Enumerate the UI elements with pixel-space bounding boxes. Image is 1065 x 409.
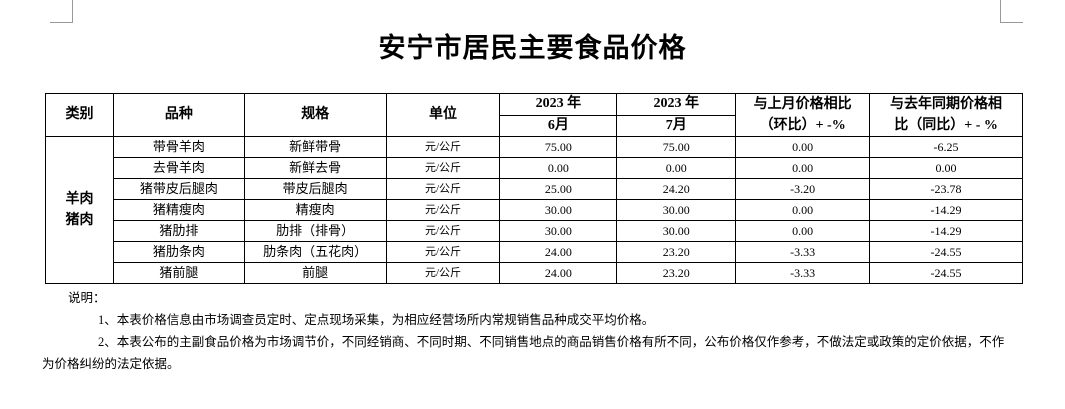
table-cell: 精瘦肉 <box>243 199 387 221</box>
header-cell: 2023 年 <box>499 93 618 116</box>
table-cell: 猪前腿 <box>112 262 245 284</box>
table-cell: 24.20 <box>616 178 737 200</box>
table-cell: 0.00 <box>869 157 1023 179</box>
table-cell: 元/公斤 <box>385 136 501 158</box>
header-cell: 品种 <box>112 93 245 137</box>
corner-mark <box>50 0 73 23</box>
table-cell: 新鲜带骨 <box>243 136 387 158</box>
table-cell: 30.00 <box>616 220 737 242</box>
table-cell: -24.55 <box>869 241 1023 263</box>
table-row: 羊肉 猪肉 带骨羊肉 新鲜带骨 元/公斤 75.00 75.00 0.00 -6.25 <box>45 136 1023 284</box>
table-cell: -23.78 <box>869 178 1023 200</box>
corner-mark <box>1000 0 1023 23</box>
header-line: 与去年同期价格相 <box>890 97 1003 112</box>
table-cell: -24.55 <box>869 262 1023 284</box>
table-cell: 去骨羊肉 <box>112 157 245 179</box>
table-cell: 肋条肉（五花肉） <box>243 241 387 263</box>
table-row: 猪精瘦肉 精瘦肉 元/公斤 30.00 30.00 0.00 -14.29 <box>46 199 1023 221</box>
header-cell: 规格 <box>243 93 387 137</box>
title: 安宁市居民主要食品价格 <box>378 33 687 63</box>
table-cell: 元/公斤 <box>385 157 501 179</box>
table-row: 猪前腿 前腿 元/公斤 24.00 23.20 -3.33 -24.55 <box>46 262 1023 284</box>
table-cell: 元/公斤 <box>385 220 501 242</box>
note: 2、本表公布的主副食品价格为市场调节价，不同经销商、不同时期、不同销售地点的商品… <box>42 335 1005 371</box>
table-cell: 猪精瘦肉 <box>112 199 245 221</box>
category-cell: 羊肉 猪肉 <box>45 136 114 284</box>
header-cell: 与去年同期价格相 比（同比）+ - % <box>869 93 1023 137</box>
table-cell: 猪肋条肉 <box>112 241 245 263</box>
table-cell: 75.00 <box>616 136 737 158</box>
table-row: 猪肋排 肋排（排骨） 元/公斤 30.00 30.00 0.00 -14.29 <box>46 220 1023 242</box>
table-cell: 0.00 <box>735 199 871 221</box>
table-cell: -14.29 <box>869 199 1023 221</box>
table-cell: 0.00 <box>616 157 737 179</box>
price-table: 类别 品种 规格 单位 2023 年 2023 年 与上月价格相比 （环比）+ -… <box>45 93 1023 284</box>
table-cell: 猪肋排 <box>112 220 245 242</box>
header-cell: 单位 <box>385 93 501 137</box>
table-cell: 30.00 <box>499 199 618 221</box>
table-cell: 元/公斤 <box>385 241 501 263</box>
table-cell: 带骨羊肉 <box>112 136 245 158</box>
header-row: 类别 品种 规格 单位 2023 年 2023 年 与上月价格相比 （环比）+ -… <box>45 93 1023 137</box>
table-cell: 75.00 <box>499 136 618 158</box>
table-cell: 30.00 <box>499 220 618 242</box>
table-cell: 0.00 <box>499 157 618 179</box>
table-cell: 元/公斤 <box>385 199 501 221</box>
header-cell: 2023 年 <box>616 93 737 116</box>
table-cell: 元/公斤 <box>385 178 501 200</box>
note: 1、本表价格信息由市场调查员定时、定点现场采集，为相应经营场所内常规销售品种成交… <box>98 313 655 327</box>
category-line: 羊肉 <box>65 192 94 207</box>
header-line: （环比）+ -% <box>759 118 846 133</box>
category-line: 猪肉 <box>65 213 94 228</box>
table-cell: 24.00 <box>499 241 618 263</box>
header-cell: 与上月价格相比 （环比）+ -% <box>735 93 871 137</box>
table-row: 去骨羊肉 新鲜去骨 元/公斤 0.00 0.00 0.00 0.00 <box>46 157 1023 179</box>
header-cell: 类别 <box>45 93 114 137</box>
table-cell: 0.00 <box>735 157 871 179</box>
table-cell: -3.33 <box>735 241 871 263</box>
table-cell: -3.33 <box>735 262 871 284</box>
table-cell: 23.20 <box>616 241 737 263</box>
table-cell: 30.00 <box>616 199 737 221</box>
table-row: 猪带皮后腿肉 带皮后腿肉 元/公斤 25.00 24.20 -3.20 -23.78 <box>46 178 1023 200</box>
table-cell: 肋排（排骨） <box>243 220 387 242</box>
notes-label: 说明： <box>68 291 106 305</box>
table-row: 猪肋条肉 肋条肉（五花肉） 元/公斤 24.00 23.20 -3.33 -24.55 <box>46 241 1023 263</box>
table-cell: -6.25 <box>869 136 1023 158</box>
table-cell: 25.00 <box>499 178 618 200</box>
header-line: 与上月价格相比 <box>753 97 852 112</box>
table-cell: 元/公斤 <box>385 262 501 284</box>
table-cell: 23.20 <box>616 262 737 284</box>
table-cell: -3.20 <box>735 178 871 200</box>
header-cell: 7月 <box>616 114 737 137</box>
table-header: 类别 品种 规格 单位 2023 年 2023 年 与上月价格相比 （环比）+ -… <box>45 93 1023 137</box>
notes: 说明： 1、本表价格信息由市场调查员定时、定点现场采集，为相应经营场所内常规销售… <box>42 287 1010 375</box>
table-cell: 新鲜去骨 <box>243 157 387 179</box>
header-cell: 6月 <box>499 114 618 137</box>
table-cell: 24.00 <box>499 262 618 284</box>
table-cell: -14.29 <box>869 220 1023 242</box>
table-cell: 0.00 <box>735 220 871 242</box>
header-line: 比（同比）+ - % <box>894 118 998 133</box>
table-cell: 猪带皮后腿肉 <box>112 178 245 200</box>
table-body: 羊肉 猪肉 带骨羊肉 新鲜带骨 元/公斤 75.00 75.00 0.00 -6.25 去骨羊肉新… <box>45 136 1023 284</box>
table-cell: 带皮后腿肉 <box>243 178 387 200</box>
table-cell: 0.00 <box>735 136 871 158</box>
table-cell: 前腿 <box>243 262 387 284</box>
